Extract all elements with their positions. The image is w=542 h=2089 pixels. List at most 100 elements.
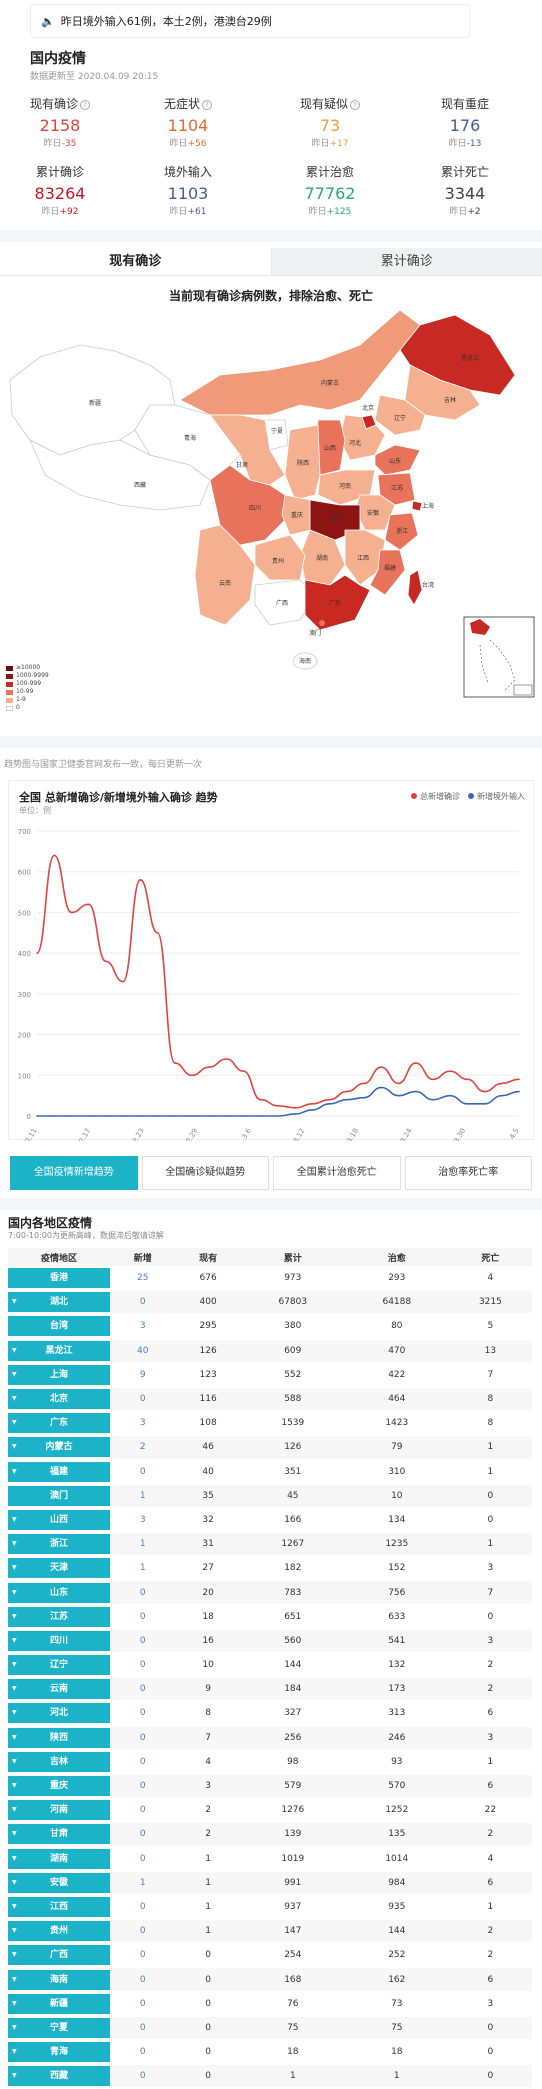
expand-arrow-icon[interactable]: ▼ xyxy=(12,2042,17,2062)
chart-tab-button[interactable]: 全国疫情新增趋势 xyxy=(10,1156,138,1190)
region-name-cell[interactable]: ▼天津 xyxy=(8,1556,110,1580)
region-name-cell[interactable]: ▼黑龙江 xyxy=(8,1339,110,1363)
expand-arrow-icon[interactable]: ▼ xyxy=(12,1873,17,1893)
region-name-cell[interactable]: 台湾 xyxy=(8,1314,110,1338)
region-name-cell[interactable]: ▼重庆 xyxy=(8,1774,110,1798)
help-icon[interactable]: ? xyxy=(80,100,90,110)
chart-tab-button[interactable]: 治愈率死亡率 xyxy=(405,1156,533,1190)
expand-arrow-icon[interactable]: ▼ xyxy=(12,1558,17,1578)
region-name-cell[interactable]: ▼贵州 xyxy=(8,1919,110,1943)
help-icon[interactable]: ? xyxy=(202,100,212,110)
region-name-cell[interactable]: ▼广东 xyxy=(8,1411,110,1435)
region-name-cell[interactable]: ▼甘肃 xyxy=(8,1822,110,1846)
expand-arrow-icon[interactable]: ▼ xyxy=(12,1849,17,1869)
region-name-cell[interactable]: ▼浙江 xyxy=(8,1532,110,1556)
region-name-cell[interactable]: ▼辽宁 xyxy=(8,1653,110,1677)
expand-arrow-icon[interactable]: ▼ xyxy=(12,1413,17,1433)
region-name-cell[interactable]: ▼湖南 xyxy=(8,1847,110,1871)
expand-arrow-icon[interactable]: ▼ xyxy=(12,1679,17,1699)
expand-arrow-icon[interactable]: ▼ xyxy=(12,1824,17,1844)
region-name-cell[interactable]: ▼湖北 xyxy=(8,1290,110,1314)
expand-arrow-icon[interactable]: ▼ xyxy=(12,1945,17,1965)
expand-arrow-icon[interactable]: ▼ xyxy=(12,1583,17,1603)
region-name-cell[interactable]: ▼四川 xyxy=(8,1629,110,1653)
expand-arrow-icon[interactable]: ▼ xyxy=(12,1510,17,1530)
expand-arrow-icon[interactable]: ▼ xyxy=(12,1462,17,1482)
expand-arrow-icon[interactable]: ▼ xyxy=(12,1534,17,1554)
region-name-cell[interactable]: 澳门 xyxy=(8,1484,110,1508)
help-icon[interactable]: ? xyxy=(350,100,360,110)
region-name-cell[interactable]: ▼青海 xyxy=(8,2040,110,2064)
region-name-cell[interactable]: ▼云南 xyxy=(8,1677,110,1701)
region-name-cell[interactable]: ▼宁夏 xyxy=(8,2016,110,2040)
expand-arrow-icon[interactable]: ▼ xyxy=(12,1921,17,1941)
china-map[interactable]: 新疆 西藏 青海 甘肃 内蒙古 黑龙江 吉林 辽宁 北京 宁夏 陕西 山西 河北… xyxy=(0,305,542,725)
expand-arrow-icon[interactable]: ▼ xyxy=(12,1607,17,1627)
expand-arrow-icon[interactable]: ▼ xyxy=(12,1897,17,1917)
region-name-cell[interactable]: ▼山东 xyxy=(8,1580,110,1604)
notice-bar[interactable]: 🔈 昨日境外输入61例，本土2例，港澳台29例 xyxy=(30,4,470,38)
expand-arrow-icon[interactable]: ▼ xyxy=(12,2018,17,2038)
region-name-cell[interactable]: ▼福建 xyxy=(8,1460,110,1484)
chart-tab-button[interactable]: 全国确诊疑似趋势 xyxy=(142,1156,270,1190)
expand-arrow-icon[interactable]: ▼ xyxy=(12,1631,17,1651)
region-name-cell[interactable]: ▼山西 xyxy=(8,1508,110,1532)
tab-current-confirmed[interactable]: 现有确诊 xyxy=(0,248,272,275)
expand-arrow-icon[interactable]: ▼ xyxy=(12,1752,17,1772)
region-name-cell[interactable]: ▼海南 xyxy=(8,1967,110,1991)
region-name-cell[interactable]: ▼河北 xyxy=(8,1701,110,1725)
expand-arrow-icon[interactable]: ▼ xyxy=(12,1655,17,1675)
expand-arrow-icon[interactable]: ▼ xyxy=(12,1292,17,1312)
expand-arrow-icon[interactable]: ▼ xyxy=(12,1994,17,2014)
expand-arrow-icon[interactable]: ▼ xyxy=(12,2066,17,2086)
region-name-cell[interactable]: ▼吉林 xyxy=(8,1750,110,1774)
region-name-cell[interactable]: ▼江苏 xyxy=(8,1605,110,1629)
expand-arrow-icon[interactable]: ▼ xyxy=(12,1703,17,1723)
expand-arrow-icon[interactable]: ▼ xyxy=(12,1728,17,1748)
tab-total-confirmed[interactable]: 累计确诊 xyxy=(272,248,542,275)
region-name-cell[interactable]: ▼上海 xyxy=(8,1363,110,1387)
expand-arrow-icon[interactable]: ▼ xyxy=(12,1341,17,1361)
region-name-cell[interactable]: ▼陕西 xyxy=(8,1726,110,1750)
region-name-cell[interactable]: 香港 xyxy=(8,1266,110,1290)
expand-arrow-icon[interactable]: ▼ xyxy=(12,1437,17,1457)
region-name-cell[interactable]: ▼江西 xyxy=(8,1895,110,1919)
region-name-cell[interactable]: ▼安徽 xyxy=(8,1871,110,1895)
region-name-cell[interactable]: ▼西藏 xyxy=(8,2064,110,2088)
expand-arrow-icon[interactable]: ▼ xyxy=(12,1776,17,1796)
